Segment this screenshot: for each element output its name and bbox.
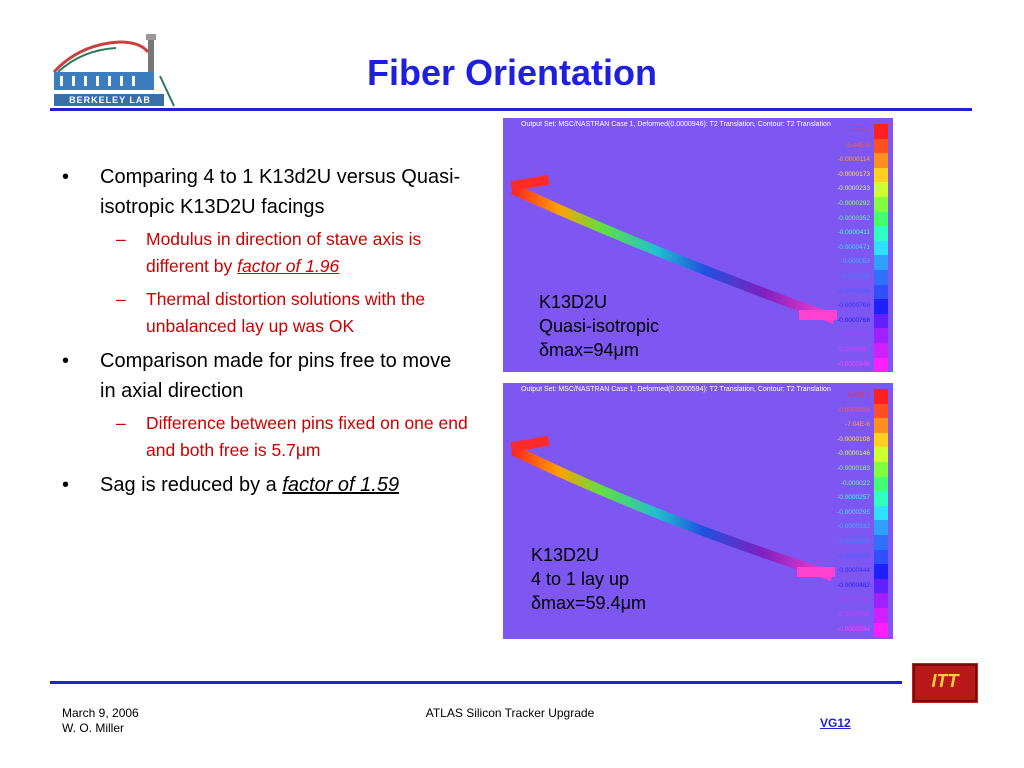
panel-label-line: K13D2U — [531, 545, 600, 565]
itt-logo-text: ITT — [931, 671, 959, 691]
footer-center-title: ATLAS Silicon Tracker Upgrade — [425, 706, 595, 720]
legend-value: -0.000059 — [840, 272, 870, 280]
panel-header: Output Set: MSC/NASTRAN Case 1, Deformed… — [521, 121, 831, 128]
bullet-text: Sag is reduced by a — [100, 474, 283, 496]
legend-value: -0.0000594 — [837, 625, 870, 633]
legend-value: 5.05E-7 — [847, 127, 870, 134]
bullet-emphasis: factor of 1.59 — [282, 474, 400, 496]
legend-value: -0.0000173 — [837, 170, 870, 178]
footer-divider — [50, 681, 902, 684]
bullet-dot: • — [62, 166, 70, 188]
sub-bullet-text: Difference between pins fixed on one end… — [146, 413, 468, 460]
sub-bullet-item: – Thermal distortion solutions with the … — [62, 286, 472, 340]
legend-value: -0.0000768 — [837, 316, 870, 324]
legend-value: -0.0000257 — [837, 494, 870, 502]
sub-bullet-text: Thermal distortion solutions with the un… — [146, 289, 426, 336]
contour-legend: 4.41E-7 -0.0000033 -7.04E-6 -0.0000108 -… — [808, 389, 872, 637]
panel-label-line: K13D2U — [539, 292, 608, 312]
color-scale-bar — [874, 124, 888, 372]
sub-bullet-emphasis: factor of 1.96 — [237, 256, 340, 276]
itt-logo: ITT — [912, 663, 978, 703]
legend-value: -0.0000471 — [837, 243, 870, 251]
sub-bullet-item: – Difference between pins fixed on one e… — [62, 410, 472, 464]
legend-value: -0.0000946 — [837, 360, 870, 368]
panel-header: Output Set: MSC/NASTRAN Case 1, Deformed… — [521, 386, 831, 393]
panel-label-line: 4 to 1 lay up — [531, 569, 630, 589]
panel-label: K13D2U 4 to 1 lay up δmax=59.4μm — [531, 543, 646, 615]
legend-value: -5.44E-6 — [845, 141, 870, 149]
legend-value: -0.0000332 — [837, 523, 870, 531]
fea-panel-quasi-isotropic: Output Set: MSC/NASTRAN Case 1, Deformed… — [503, 118, 893, 372]
berkeley-lab-logo: BERKELEY LAB — [50, 32, 178, 110]
title-divider — [50, 108, 972, 111]
legend-value: -0.0000108 — [837, 435, 870, 443]
sub-bullet-text: Modulus in direction of stave axis is di… — [146, 229, 422, 276]
legend-value: -0.0000444 — [837, 567, 870, 575]
panel-label-line: δmax=94μm — [539, 340, 639, 360]
bullet-text: Comparing 4 to 1 K13d2U versus Quasi-iso… — [100, 166, 461, 218]
deformed-stave-plot — [510, 435, 835, 581]
legend-value: 4.41E-7 — [847, 392, 870, 399]
panel-label-line: δmax=59.4μm — [531, 593, 646, 613]
legend-value: -0.0000295 — [837, 508, 870, 516]
sub-bullet-dash: – — [116, 289, 126, 309]
legend-value: -0.0000519 — [837, 596, 870, 604]
page-title: Fiber Orientation — [366, 52, 658, 93]
legend-value: -0.0000183 — [837, 464, 870, 472]
bullet-dot: • — [62, 474, 70, 496]
legend-value: -0.000053 — [840, 258, 870, 266]
bullet-list: • Comparing 4 to 1 K13d2U versus Quasi-i… — [62, 162, 472, 504]
color-scale-bar — [874, 389, 888, 638]
slide-number-link[interactable]: VG12 — [820, 716, 851, 730]
panel-label: K13D2U Quasi-isotropic δmax=94μm — [539, 290, 659, 362]
legend-value: -0.0000114 — [837, 156, 870, 164]
footer-date-author: March 9, 2006 W. O. Miller — [62, 706, 139, 736]
legend-value: -0.0000482 — [837, 581, 870, 589]
contour-legend: 5.05E-7 -5.44E-6 -0.0000114 -0.0000173 -… — [808, 124, 872, 372]
bullet-dot: • — [62, 350, 70, 372]
legend-value: -0.0000887 — [837, 345, 870, 353]
bullet-text: Comparison made for pins free to move in… — [100, 350, 452, 402]
legend-value: -0.0000708 — [837, 302, 870, 310]
legend-value: -0.0000827 — [837, 331, 870, 339]
footer-author: W. O. Miller — [62, 721, 124, 735]
legend-value: -0.000022 — [840, 479, 870, 487]
legend-value: -0.0000411 — [837, 229, 870, 237]
fea-panel-4-to-1-layup: Output Set: MSC/NASTRAN Case 1, Deformed… — [503, 383, 893, 639]
deformed-stave-plot — [510, 174, 837, 324]
bullet-item: • Sag is reduced by a factor of 1.59 — [62, 470, 472, 500]
legend-value: -0.0000369 — [837, 537, 870, 545]
sub-bullet-dash: – — [116, 229, 126, 249]
legend-value: -0.0000407 — [837, 552, 870, 560]
bullet-item: • Comparing 4 to 1 K13d2U versus Quasi-i… — [62, 162, 472, 222]
bullet-item: • Comparison made for pins free to move … — [62, 346, 472, 406]
legend-value: -7.04E-6 — [845, 421, 870, 429]
panel-label-line: Quasi-isotropic — [539, 316, 660, 336]
sub-bullet-item: – Modulus in direction of stave axis is … — [62, 226, 472, 280]
legend-value: -0.0000352 — [837, 214, 870, 222]
footer-date: March 9, 2006 — [62, 706, 139, 720]
logo-text: BERKELEY LAB — [69, 95, 151, 105]
legend-value: -0.0000292 — [837, 199, 870, 207]
sub-bullet-dash: – — [116, 413, 126, 433]
legend-value: -0.0000233 — [837, 185, 870, 193]
legend-value: -0.0000033 — [837, 406, 870, 414]
legend-value: -0.0000649 — [837, 287, 870, 295]
legend-value: -0.0000146 — [837, 450, 870, 458]
legend-value: -0.0000556 — [837, 610, 870, 618]
